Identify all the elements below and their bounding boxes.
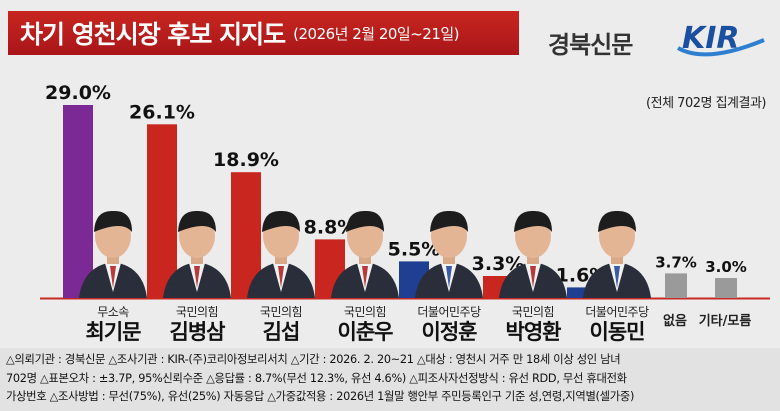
candidate-name: 김섭 (262, 320, 301, 344)
title-banner: 차기 영천시장 후보 지지도 (2026년 2월 20일~21일) (8, 11, 519, 55)
party-name: 국민의힘 (259, 305, 303, 319)
data-label-김병삼: 26.1% (129, 101, 195, 123)
candidate-name: 최기문 (85, 320, 142, 344)
data-label-최기문: 29.0% (45, 82, 111, 104)
survey-footer: △의뢰기관 : 경북신문 △조사기관 : KIR-(주)코리아정보리서치 △기간… (0, 348, 780, 411)
brand-name: 경북신문 (548, 31, 633, 59)
bar-없음 (665, 273, 687, 298)
candidate-photo-김섭 (247, 210, 315, 298)
candidate-photo-이춘우 (331, 210, 399, 298)
candidate-name: 박영환 (505, 320, 562, 344)
data-label-이정훈: 5.5% (388, 238, 441, 260)
bar-이동민 (567, 287, 597, 298)
candidate-name: 김병삼 (169, 320, 226, 344)
data-label-이춘우: 8.8% (304, 216, 357, 238)
other-label: 기타/모름 (698, 314, 752, 329)
data-label-박영환: 3.3% (472, 253, 525, 275)
candidate-photo-박영환 (499, 210, 567, 298)
footer-line-3: 가상번호 △조사방법 : 무선(75%), 유선(25%) 자동응답 △가중값적… (6, 390, 635, 403)
bar-최기문 (63, 105, 93, 298)
footer-line-2: 702명 △표본오차 : ±3.7P, 95%신뢰수준 △응답률 : 8.7%(… (6, 371, 627, 385)
bar-chart: 29.0%26.1%18.9%8.8%5.5%3.3%1.6%3.7% 3.0% (40, 82, 770, 300)
kir-logo: KIR (677, 21, 765, 57)
other-label: 없음 (663, 314, 687, 329)
data-label-없음: 3.7% (655, 253, 697, 271)
candidate-label: 국민의힘 이춘우 (325, 303, 405, 344)
candidate-name: 이정훈 (421, 320, 478, 344)
chart-title: 차기 영천시장 후보 지지도 (20, 20, 286, 49)
party-name: 국민의힘 (343, 305, 387, 319)
party-name: 더불어민주당 (417, 305, 481, 319)
sample-note: (전체 702명 집계결과) (646, 96, 766, 111)
party-name: 국민의힘 (511, 305, 555, 319)
candidate-label: 국민의힘 김섭 (241, 303, 321, 344)
candidate-name: 이동민 (589, 320, 646, 344)
data-label-기타/모름: 3.0% (705, 258, 747, 276)
candidate-photo-최기문 (79, 210, 147, 298)
kir-logo-text: KIR (682, 21, 740, 56)
candidate-label: 더불어민주당 이동민 (577, 303, 657, 344)
candidate-name: 이춘우 (337, 320, 394, 344)
candidate-label: 더불어민주당 이정훈 (409, 303, 489, 344)
survey-date: (2026년 2월 20일~21일) (293, 24, 460, 43)
candidate-photo-김병삼 (163, 210, 231, 298)
bar-김병삼 (147, 124, 177, 298)
candidate-label: 국민의힘 김병삼 (157, 303, 237, 344)
candidate-photo-이동민 (583, 210, 651, 298)
party-name: 무소속 (97, 305, 129, 319)
candidate-photo-이정훈 (415, 210, 483, 298)
candidate-label: 무소속 최기문 (73, 303, 153, 344)
candidate-label: 국민의힘 박영환 (493, 303, 573, 344)
party-name: 국민의힘 (175, 305, 219, 319)
footer-line-1: △의뢰기관 : 경북신문 △조사기관 : KIR-(주)코리아정보리서치 △기간… (6, 353, 621, 366)
party-name: 더불어민주당 (585, 305, 649, 319)
data-label-김섭: 18.9% (213, 149, 279, 171)
bar-기타/모름 (715, 278, 737, 298)
